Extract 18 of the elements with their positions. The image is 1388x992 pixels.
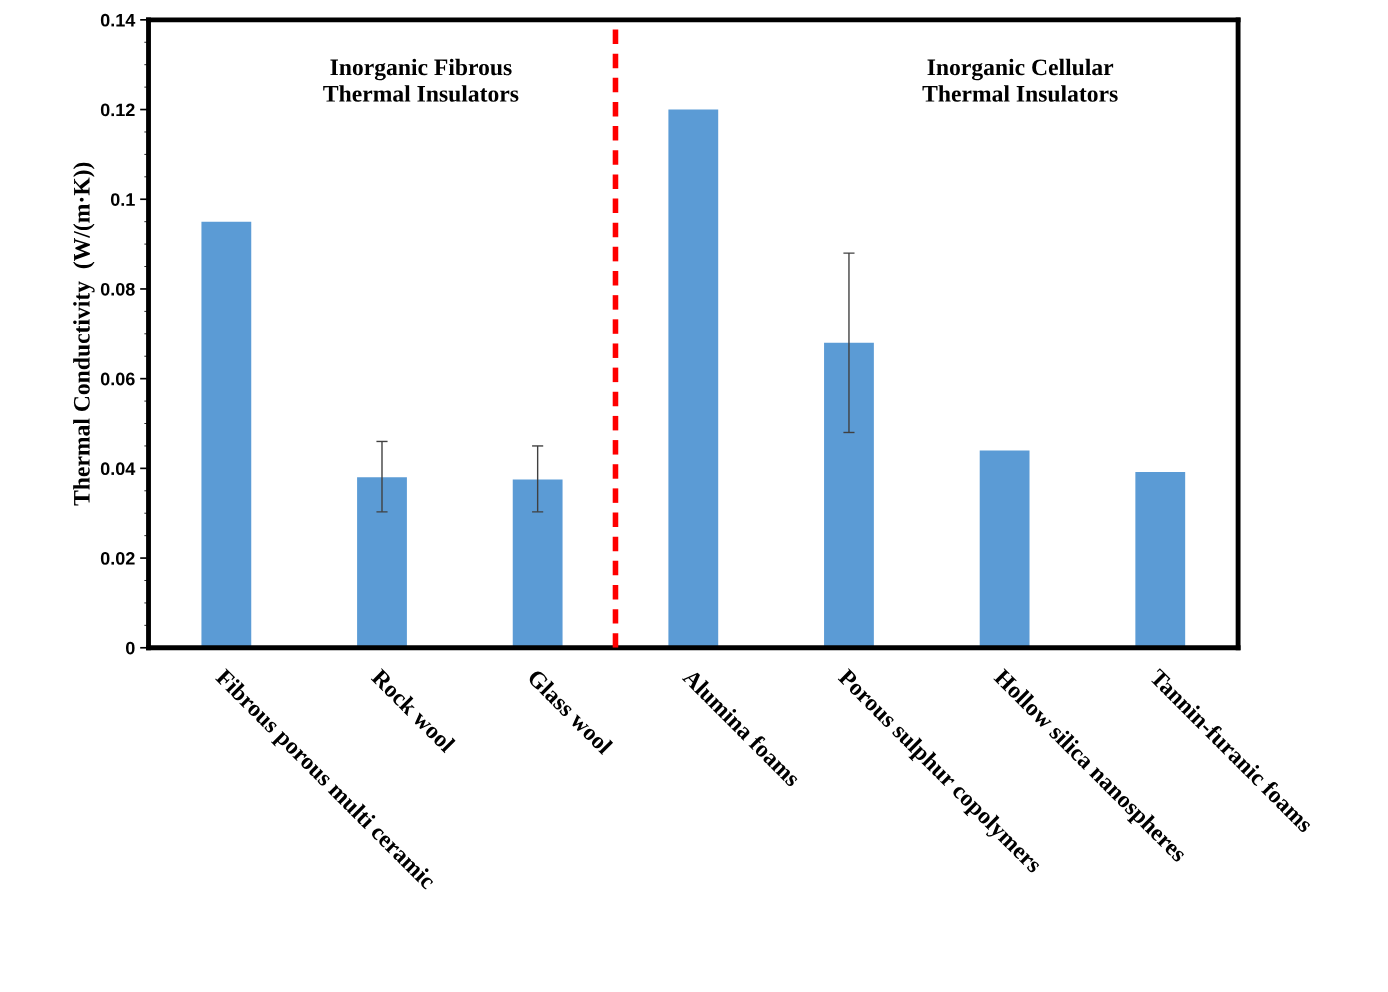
annotation: Inorganic Cellular Thermal Insulators xyxy=(922,58,1118,102)
y-tick-label: 0.1 xyxy=(110,193,135,206)
bar xyxy=(512,479,563,648)
y-tick-label: 0.02 xyxy=(100,552,135,565)
y-tick-label: 0.06 xyxy=(100,372,135,386)
y-tick-label: 0.12 xyxy=(100,103,135,117)
y-tick-label: 0.04 xyxy=(100,462,136,476)
bar xyxy=(201,221,252,648)
bar xyxy=(668,109,719,648)
y-tick-label: 0.08 xyxy=(100,282,135,296)
bar xyxy=(824,342,874,648)
y-tick-label: 0 xyxy=(125,641,135,655)
y-tick-label: 0.14 xyxy=(100,13,136,27)
bar xyxy=(1135,471,1186,648)
y-axis-title: Thermal Conductivity (W/(m·K)) xyxy=(73,162,95,506)
annotation: Inorganic Fibrous Thermal Insulators xyxy=(323,58,519,102)
bar xyxy=(357,477,407,648)
bar xyxy=(979,450,1030,648)
